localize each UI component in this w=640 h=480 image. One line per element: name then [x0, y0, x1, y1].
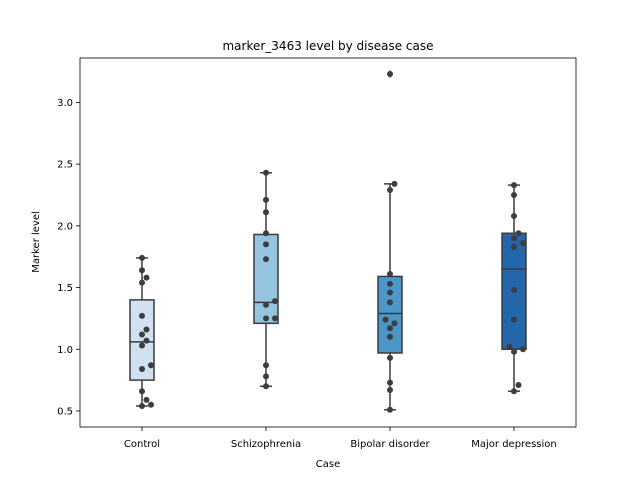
data-point [139, 254, 145, 261]
data-point [139, 312, 145, 319]
data-point [143, 326, 150, 333]
data-point [139, 279, 145, 286]
data-point [511, 243, 517, 250]
data-point [148, 362, 154, 369]
data-point [263, 315, 269, 322]
data-point [148, 401, 154, 408]
data-point [511, 348, 517, 355]
data-point [387, 289, 393, 296]
data-point [139, 331, 145, 338]
data-point [511, 212, 517, 219]
data-point [263, 209, 269, 216]
x-tick-label: Schizophrenia [231, 439, 301, 450]
data-point [387, 333, 393, 340]
data-point [139, 403, 145, 410]
data-point [263, 241, 269, 248]
data-point [511, 316, 517, 323]
data-point [387, 386, 393, 393]
data-point [515, 382, 522, 389]
data-point [263, 301, 269, 308]
box [253, 233, 279, 325]
data-point [387, 325, 393, 332]
axes-frame [79, 57, 577, 428]
data-point [263, 230, 269, 237]
data-point [263, 373, 269, 380]
box [377, 275, 403, 354]
y-tick-label: 2.0 [57, 221, 73, 232]
data-point [511, 287, 517, 294]
y-tick-label: 1.0 [57, 345, 73, 356]
data-point [387, 354, 393, 361]
data-point [511, 182, 517, 189]
data-point [387, 280, 393, 287]
data-point [387, 379, 393, 386]
data-point [143, 396, 150, 403]
data-point [387, 299, 393, 306]
data-point [272, 298, 278, 305]
data-point [272, 315, 278, 322]
data-point [387, 71, 393, 78]
data-point [382, 316, 389, 323]
x-tick-label: Major depression [471, 439, 557, 450]
data-point [387, 270, 393, 277]
data-point [511, 191, 517, 198]
x-tick-label: Bipolar disorder [350, 439, 430, 450]
data-point [139, 267, 145, 274]
data-point [391, 320, 398, 327]
data-point [143, 274, 150, 281]
data-point [139, 365, 145, 372]
y-tick-label: 2.5 [57, 160, 73, 171]
x-tick-label: Control [124, 439, 160, 450]
y-tick-label: 3.0 [57, 98, 73, 109]
data-point [263, 196, 269, 203]
data-point [139, 388, 145, 395]
y-axis-label: Marker level [31, 211, 42, 273]
y-tick-label: 1.5 [57, 283, 73, 294]
data-point [391, 180, 398, 187]
data-point [143, 337, 150, 344]
data-point [263, 362, 269, 369]
data-point [263, 169, 269, 176]
y-tick-label: 0.5 [57, 406, 73, 417]
data-point [506, 343, 513, 350]
data-point [511, 388, 517, 395]
data-point [387, 406, 393, 413]
data-point [139, 342, 145, 349]
data-point [263, 256, 269, 263]
chart-title: marker_3463 level by disease case [222, 39, 433, 53]
plot-area: 0.5 1.0 1.5 2.0 2.5 3.0 Control Schizophrenia Bi… [57, 70, 557, 450]
x-axis-label: Case [316, 459, 340, 470]
data-point [520, 240, 526, 247]
data-point [387, 187, 393, 194]
data-point [520, 346, 526, 353]
data-point [515, 230, 522, 237]
data-point [263, 383, 269, 390]
data-point [511, 235, 517, 242]
